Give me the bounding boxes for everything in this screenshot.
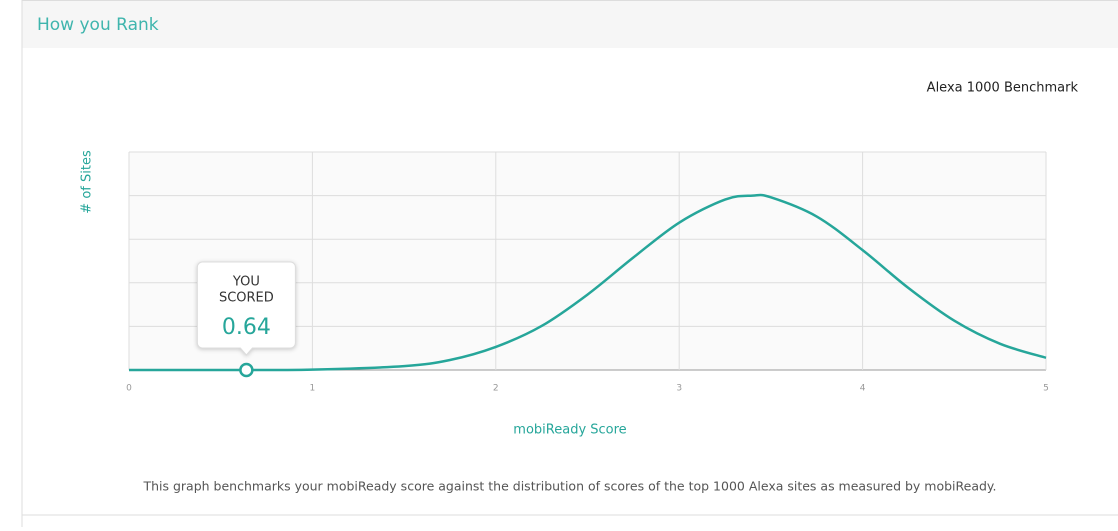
chart-title: Alexa 1000 Benchmark — [927, 81, 1079, 96]
score-callout — [196, 261, 296, 356]
header-bar — [22, 0, 1118, 48]
score-marker — [239, 362, 254, 378]
x-tick-label: 5 — [1043, 384, 1049, 394]
score-value: 0.64 — [222, 315, 271, 340]
y-axis-label: # of Sites — [80, 150, 95, 214]
callout-text: SCORED — [219, 291, 274, 306]
x-tick-label: 3 — [676, 384, 682, 394]
x-tick-label: 1 — [310, 384, 316, 394]
x-axis-label: mobiReady Score — [513, 423, 626, 438]
callout-text: YOU — [232, 275, 260, 290]
x-tick-label: 2 — [493, 384, 499, 394]
header-title: How you Rank — [37, 15, 159, 35]
distribution-line — [128, 193, 1047, 372]
x-tick-label: 0 — [126, 384, 132, 394]
footer-text: This graph benchmarks your mobiReady sco… — [142, 479, 996, 494]
x-tick-label: 4 — [860, 384, 866, 394]
